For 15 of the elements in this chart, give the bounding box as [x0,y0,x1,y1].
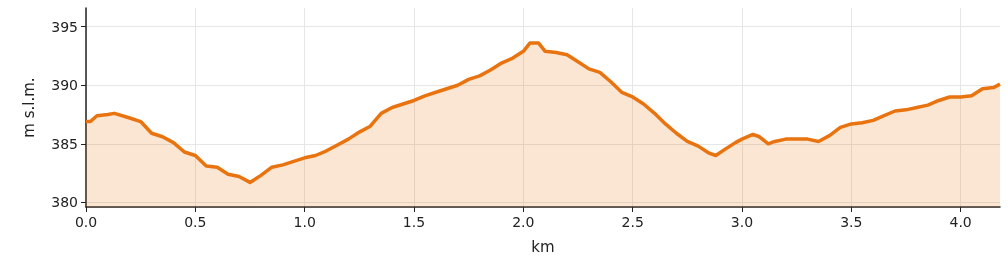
x-tick-label: 1.0 [293,214,316,230]
x-tick-label: 4.0 [949,214,972,230]
x-tick-label: 0.5 [184,214,207,230]
y-axis-title: m s.l.m. [19,77,38,138]
x-tick-label: 1.5 [402,214,426,230]
x-tick-label: 3.5 [840,214,863,230]
y-tick-label: 380 [51,194,78,211]
x-tick-label: 3.0 [730,214,754,230]
x-axis-title: km [531,237,555,256]
x-tick-label: 2.0 [512,214,535,230]
x-tick-label: 2.5 [621,214,644,230]
x-tick-label: 0.0 [74,214,98,230]
y-tick-label: 395 [51,18,78,35]
y-tick-label: 385 [51,135,78,152]
y-tick-label: 390 [51,77,78,94]
